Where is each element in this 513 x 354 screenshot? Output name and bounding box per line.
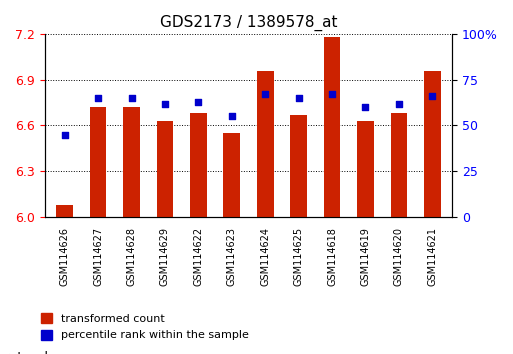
Point	[161, 101, 169, 106]
Bar	[257, 70, 273, 217]
Point	[361, 104, 369, 110]
Bar	[90, 107, 106, 217]
Bar	[56, 205, 73, 217]
Bar	[156, 121, 173, 217]
Bar	[190, 113, 207, 217]
Point	[194, 99, 203, 104]
Point	[328, 92, 336, 97]
Bar	[224, 133, 240, 217]
Bar	[123, 107, 140, 217]
Bar	[424, 70, 441, 217]
Point	[428, 93, 437, 99]
Point	[395, 101, 403, 106]
Legend: transformed count, percentile rank within the sample: transformed count, percentile rank withi…	[36, 309, 253, 345]
Point	[61, 132, 69, 137]
Point	[228, 114, 236, 119]
Bar	[357, 121, 374, 217]
Bar	[290, 115, 307, 217]
Point	[127, 95, 135, 101]
Bar	[324, 37, 341, 217]
Text: protocol: protocol	[0, 351, 48, 354]
Point	[94, 95, 102, 101]
Title: GDS2173 / 1389578_at: GDS2173 / 1389578_at	[160, 15, 337, 31]
Bar	[390, 113, 407, 217]
Point	[294, 95, 303, 101]
Point	[261, 92, 269, 97]
